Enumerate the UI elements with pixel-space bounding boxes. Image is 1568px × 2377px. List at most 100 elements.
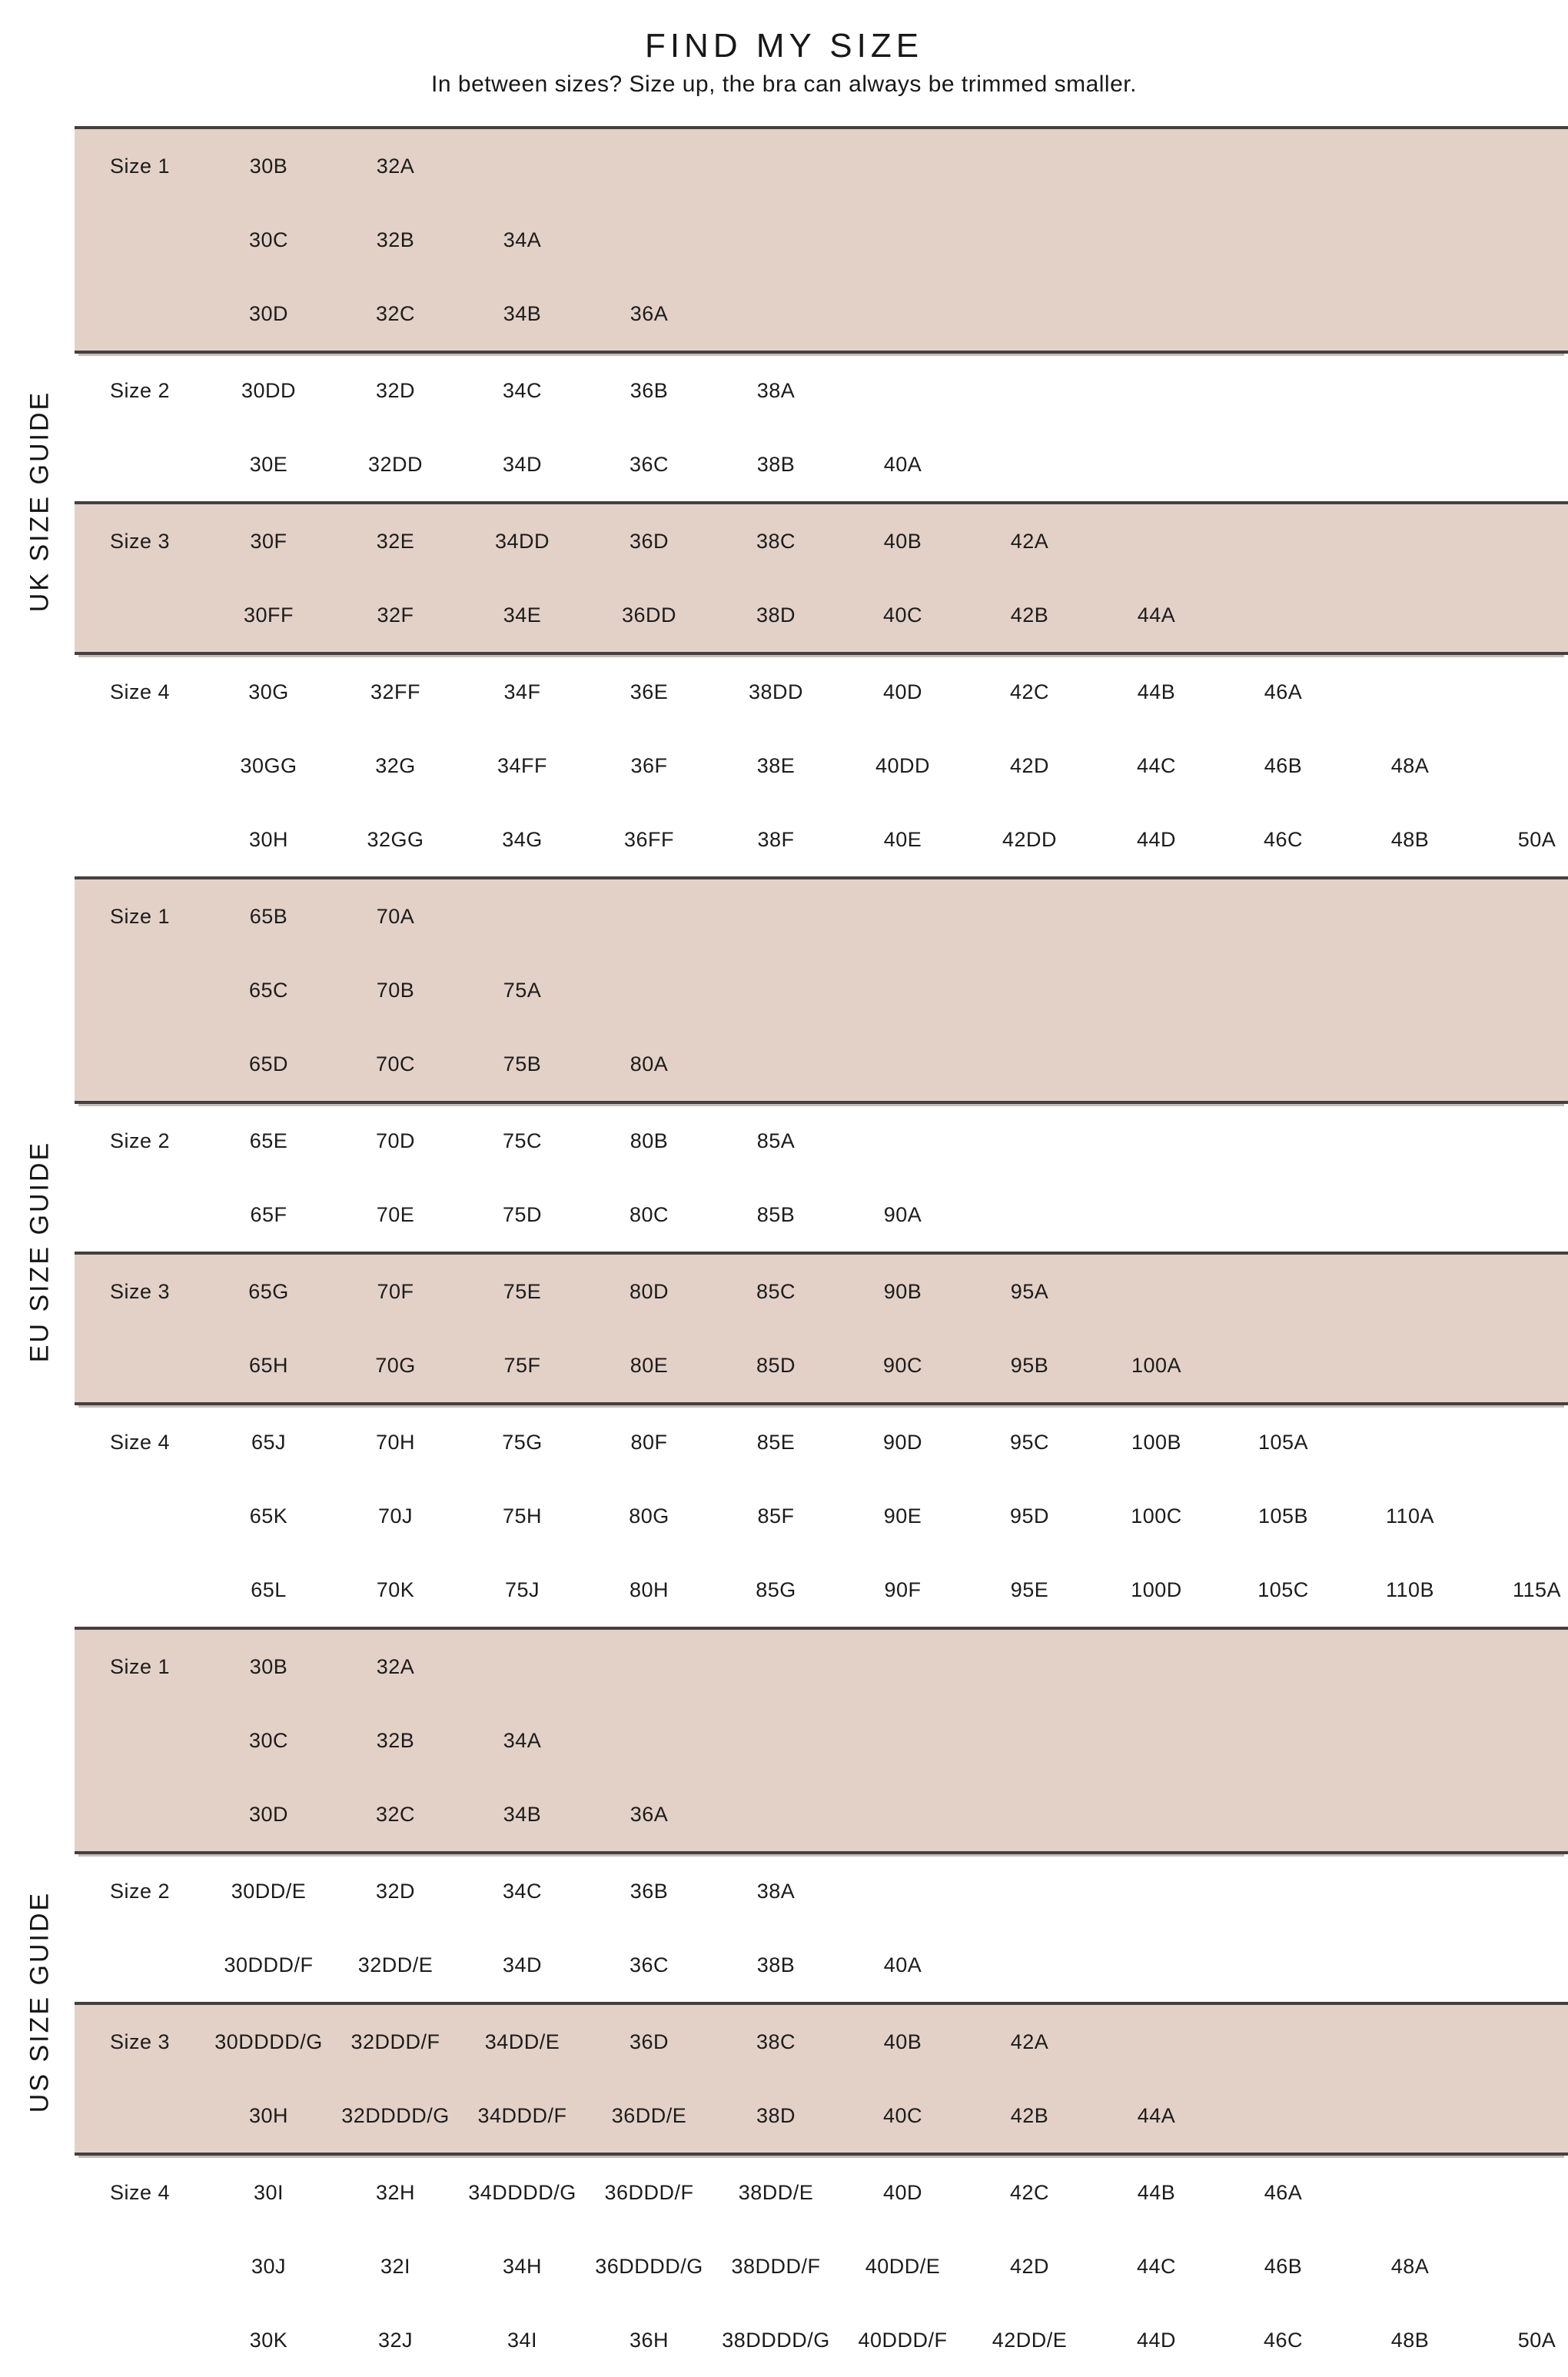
size-cell: 32B — [376, 1728, 415, 1752]
size-cell: 46C — [1263, 2328, 1304, 2352]
size-cell: 75G — [502, 1430, 543, 1454]
size-cell: 90E — [883, 1504, 922, 1528]
size-row: 30H 32DDDD/G 34DDD/F 36DD/E 38D 40C 42B 44A — [75, 2079, 1568, 2153]
size-cell: 36FF — [623, 827, 675, 851]
size-cell: 65D — [248, 1052, 289, 1075]
size-cell: 70D — [375, 1129, 416, 1152]
size-cell: 40DD — [875, 753, 931, 777]
size-cell: 65J — [251, 1430, 287, 1454]
size-row: 30D 32C 34B 36A — [75, 1777, 1568, 1851]
size-cell: 42D — [1009, 2254, 1050, 2278]
size-cell: 50A — [1517, 827, 1556, 851]
size-row: Size 4 30I 32H 34DDDD/G 36DDD/F 38DD/E 40D 42C 4… — [75, 2156, 1568, 2229]
size-cell: 32A — [376, 154, 415, 178]
size-row: Size 3 30F 32E 34DD 36D 38C 40B 42A — [75, 504, 1568, 578]
size-cell: 65L — [251, 1577, 287, 1601]
size-group: Size 4 65J 70H 75G 80F 85E 90D 95C 100B 105A 65K 70… — [75, 1405, 1568, 1627]
size-cell: 38A — [756, 1879, 796, 1903]
size-row: 30D 32C 34B 36A — [75, 277, 1568, 351]
size-cell: 36E — [630, 680, 669, 703]
size-cell: 65H — [248, 1353, 289, 1377]
size-guide-section: EU SIZE GUIDE Size 1 65B 70A 65C 70B 75A 65D 70C… — [0, 876, 1568, 1627]
size-cell: 75H — [502, 1504, 543, 1528]
size-cell: 100B — [1131, 1430, 1182, 1454]
size-cell: 44C — [1136, 2254, 1177, 2278]
size-cell: 34F — [503, 680, 541, 703]
size-cell: 90C — [882, 1353, 923, 1377]
size-cell: 38E — [756, 753, 796, 777]
size-cell: 32F — [377, 603, 414, 627]
size-row: Size 1 30B 32A — [75, 1630, 1568, 1704]
size-row: 30DDD/F 32DD/E 34D 36C 38B 40A — [75, 1928, 1568, 2002]
size-cell: 30B — [249, 1654, 288, 1678]
size-cell: 80A — [630, 1052, 669, 1075]
size-cell: 34DDD/F — [477, 2103, 567, 2127]
size-cell: 95D — [1009, 1504, 1050, 1528]
size-cell: 38F — [757, 827, 795, 851]
size-cell: 36DD/E — [611, 2103, 687, 2127]
size-cell: 34FF — [497, 753, 548, 777]
size-cell: 30F — [250, 529, 287, 553]
size-cell: 42A — [1010, 529, 1049, 553]
size-group: Size 1 30B 32A 30C 32B 34A 30D 32C 34B 36A — [75, 126, 1568, 354]
size-cell: 70H — [375, 1430, 416, 1454]
size-cell: 32E — [376, 529, 415, 553]
size-cell: 46C — [1263, 827, 1304, 851]
size-cell: 80C — [629, 1202, 669, 1226]
size-group: Size 3 30F 32E 34DD 36D 38C 40B 42A 30FF 32F 34E 36… — [75, 501, 1568, 655]
size-cell: 30I — [253, 2180, 284, 2204]
size-cell: 90A — [883, 1202, 922, 1226]
size-group-label: Size 4 — [109, 680, 171, 703]
size-row: 30K 32J 34I 36H 38DDDD/G 40DDD/F 42DD/E 44D 46C 4… — [75, 2303, 1568, 2377]
size-cell: 100A — [1131, 1353, 1182, 1377]
size-cell: 70C — [375, 1052, 416, 1075]
size-cell: 34DD/E — [484, 2030, 560, 2053]
size-cell: 75J — [504, 1577, 540, 1601]
size-cell: 42B — [1010, 603, 1049, 627]
size-group-label: Size 2 — [109, 378, 171, 402]
size-cell: 80B — [630, 1129, 669, 1152]
size-cell: 48A — [1390, 753, 1430, 777]
size-cell: 32DD — [367, 452, 424, 476]
size-cell: 90F — [884, 1577, 922, 1601]
size-cell: 34G — [502, 827, 543, 851]
size-group: Size 2 65E 70D 75C 80B 85A 65F 70E 75D 80C 85B 90A — [75, 1104, 1568, 1252]
size-cell: 38DD — [748, 680, 804, 703]
size-cell: 40D — [882, 680, 923, 703]
size-cell: 34DD — [494, 529, 550, 553]
size-cell: 40A — [883, 1953, 922, 1976]
size-cell: 40E — [883, 827, 922, 851]
size-cell: 42C — [1009, 680, 1050, 703]
size-group-label: Size 4 — [109, 2180, 171, 2204]
size-cell: 34B — [503, 1802, 542, 1826]
size-cell: 38DDDD/G — [722, 2328, 830, 2352]
size-row: 30E 32DD 34D 36C 38B 40A — [75, 427, 1568, 501]
size-cell: 65G — [248, 1279, 289, 1303]
size-cell: 38C — [756, 2030, 796, 2053]
size-cell: 38DD/E — [738, 2180, 814, 2204]
size-row: 65F 70E 75D 80C 85B 90A — [75, 1178, 1568, 1252]
size-cell: 44A — [1137, 2103, 1176, 2127]
size-group-label: Size 1 — [109, 154, 171, 178]
size-cell: 70B — [376, 978, 415, 1002]
size-cell: 32H — [375, 2180, 416, 2204]
size-cell: 38A — [756, 378, 796, 402]
size-cell: 50A — [1517, 2328, 1556, 2352]
size-cell: 40A — [883, 452, 922, 476]
size-cell: 42DD/E — [992, 2328, 1068, 2352]
size-cell: 75D — [502, 1202, 543, 1226]
size-cell: 36H — [629, 2328, 669, 2352]
size-group: Size 1 65B 70A 65C 70B 75A 65D 70C 75B 80A — [75, 876, 1568, 1104]
size-cell: 40C — [882, 2103, 923, 2127]
size-group-label: Size 1 — [109, 904, 171, 928]
size-cell: 95E — [1010, 1577, 1049, 1601]
size-cell: 46A — [1264, 2180, 1303, 2204]
size-cell: 40B — [883, 529, 922, 553]
size-cell: 90D — [882, 1430, 923, 1454]
size-cell: 32B — [376, 228, 415, 251]
size-cell: 34H — [502, 2254, 543, 2278]
size-cell: 30FF — [243, 603, 294, 627]
size-cell: 34B — [503, 301, 542, 325]
size-cell: 65K — [249, 1504, 288, 1528]
size-row: 30GG 32G 34FF 36F 38E 40DD 42D 44C 46B 48A — [75, 729, 1568, 803]
